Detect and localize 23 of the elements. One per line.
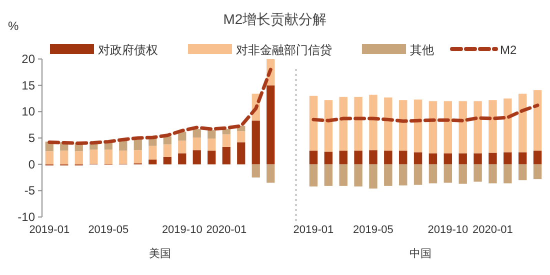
x-tick-label: 2019-01: [29, 224, 70, 236]
x-tick-label: 2020-01: [206, 224, 247, 236]
x-axis-title: 美国: [149, 247, 171, 260]
x-tick-label: 2019-01: [293, 224, 334, 236]
x-tick-label: 2019-10: [428, 224, 468, 236]
y-tick-label: -10: [18, 210, 36, 224]
y-axis-title: %: [8, 19, 19, 33]
legend-label: 对非金融部门信贷: [236, 43, 332, 57]
y-tick-label: 5: [28, 131, 36, 145]
legend-label: 其他: [410, 43, 434, 57]
legend-label: M2: [500, 43, 517, 57]
x-tick-label: 2019-05: [353, 224, 394, 236]
x-tick-label: 2019-05: [88, 224, 129, 236]
y-tick-label: 10: [22, 104, 36, 119]
chart-title: M2增长贡献分解: [223, 11, 327, 27]
x-axis-title: 中国: [410, 247, 432, 260]
y-tick-label: -5: [24, 184, 36, 198]
x-tick-label: 2020-01: [472, 224, 513, 236]
y-tick-label: 20: [22, 52, 36, 66]
legend-label: 对政府债权: [98, 43, 158, 57]
x-tick-label: 2019-10: [162, 224, 202, 236]
y-tick-label: 0: [28, 157, 36, 172]
y-tick-label: 15: [22, 78, 36, 92]
